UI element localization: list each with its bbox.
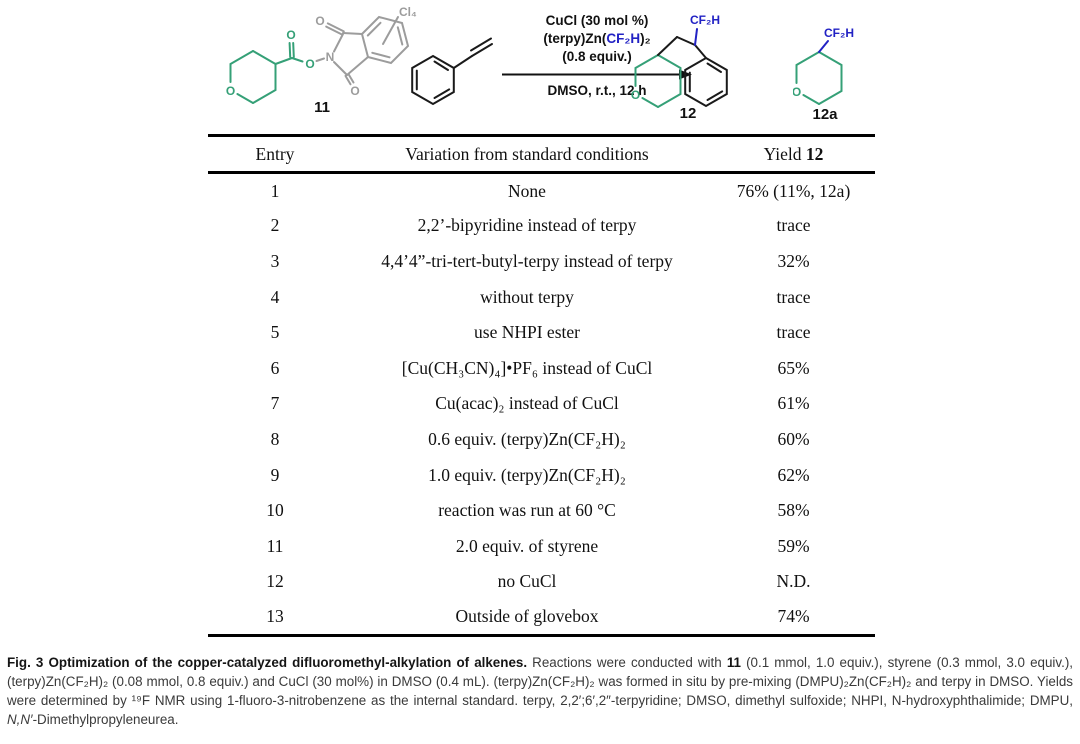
variation-cell: no CuCl: [497, 571, 557, 592]
conditions-line-solvent: DMSO, r.t., 12 h: [547, 83, 647, 98]
entry-cell: 2: [270, 215, 280, 236]
entry-cell: 6: [270, 357, 280, 378]
variation-cell: Cu(acac)₂ instead of CuCl: [435, 393, 619, 414]
compound-11-structure: O O O N O O Cl₄ 11: [226, 5, 417, 116]
entry-cell: 11: [266, 535, 284, 556]
table-row: 13 Outside of glovebox 74%: [208, 600, 875, 636]
yield-cell: 58%: [777, 500, 810, 521]
variation-cell: 0.6 equiv. (terpy)Zn(CF₂H)₂: [428, 428, 626, 449]
yield-cell: 76% (11%, 12a): [736, 180, 851, 201]
yield-cell: 61%: [777, 393, 810, 414]
entry-cell: 7: [270, 393, 280, 414]
caption-nn-italic: N,N′: [7, 712, 33, 727]
entry-cell: 3: [270, 250, 280, 271]
optimization-table: Entry Variation from standard conditions…: [208, 134, 875, 637]
cf2h-highlight: CF₂H: [606, 31, 641, 46]
yield-cell: 65%: [777, 357, 810, 378]
compound-12a-structure: O CF₂H 12a: [793, 26, 854, 123]
variation-cell: without terpy: [480, 286, 574, 307]
table-row: 7 Cu(acac)₂ instead of CuCl 61%: [208, 386, 875, 422]
ester-oxygen-label: O: [305, 57, 314, 71]
table-row: 3 4,4’4”-tri-tert-butyl-terpy instead of…: [208, 244, 875, 280]
table-row: 1 None 76% (11%, 12a): [208, 173, 875, 209]
pyran-oxygen-label: O: [793, 85, 801, 99]
imide-oxygen-top-label: O: [315, 14, 324, 28]
variation-cell: 2.0 equiv. of styrene: [455, 535, 599, 556]
figure-caption: Fig. 3 Optimization of the copper-cataly…: [7, 653, 1073, 729]
yield-cell: 59%: [777, 535, 810, 556]
conditions-line-zinc-reagent: (terpy)Zn(CF₂H)₂: [543, 31, 651, 46]
variation-cell: 4,4’4”-tri-tert-butyl-terpy instead of t…: [381, 250, 673, 271]
pyran-oxygen-label: O: [226, 84, 235, 98]
compound-12-number: 12: [680, 105, 697, 122]
variation-cell: 1.0 equiv. (terpy)Zn(CF₂H)₂: [428, 464, 626, 485]
table-row: 11 2.0 equiv. of styrene 59%: [208, 528, 875, 564]
table-row: 2 2,2’-bipyridine instead of terpy trace: [208, 208, 875, 244]
imide-nitrogen-label: N: [326, 50, 335, 64]
column-header-yield: Yield 12: [763, 143, 824, 164]
compound-12a-number: 12a: [812, 106, 838, 123]
variation-cell: 2,2’-bipyridine instead of terpy: [417, 215, 637, 236]
entry-cell: 1: [270, 180, 280, 201]
table-row: 5 use NHPI ester trace: [208, 315, 875, 351]
entry-cell: 12: [266, 571, 284, 592]
entry-cell: 4: [270, 286, 280, 307]
compound-11-number: 11: [314, 99, 330, 116]
reaction-scheme: O O O N O O Cl₄ 11 CuCl (30 mol %) (t: [0, 0, 1080, 133]
carbonyl-oxygen-label: O: [286, 28, 295, 42]
entry-cell: 13: [266, 606, 284, 627]
column-header-entry: Entry: [255, 143, 295, 164]
variation-cell: [Cu(CH₃CN)₄]•PF₆ instead of CuCl: [401, 357, 653, 378]
yield-cell: 62%: [777, 464, 810, 485]
conditions-line-equiv: (0.8 equiv.): [562, 49, 632, 64]
table-header-row: Entry Variation from standard conditions…: [208, 136, 875, 173]
styrene-structure: [411, 37, 493, 106]
caption-body-3: -Dimethylpropyleneurea.: [32, 712, 179, 727]
entry-cell: 8: [270, 428, 280, 449]
yield-cell: 60%: [777, 428, 810, 449]
entry-cell: 10: [266, 500, 284, 521]
table-row: 6 [Cu(CH₃CN)₄]•PF₆ instead of CuCl 65%: [208, 350, 875, 386]
table-row: 12 no CuCl N.D.: [208, 564, 875, 600]
column-header-variation: Variation from standard conditions: [405, 143, 649, 164]
table-row: 8 0.6 equiv. (terpy)Zn(CF₂H)₂ 60%: [208, 422, 875, 458]
compound-12-structure: O CF₂H 12: [631, 13, 728, 122]
table-row: 4 without terpy trace: [208, 279, 875, 315]
cl4-label: Cl₄: [399, 5, 417, 19]
variation-cell: reaction was run at 60 °C: [438, 500, 616, 521]
conditions-line-cucl: CuCl (30 mol %): [545, 13, 649, 28]
variation-cell: use NHPI ester: [474, 322, 580, 343]
caption-body-2: (0.1 mmol, 1.0 equiv.), styrene (0.3 mmo…: [7, 655, 1074, 708]
caption-compound-11: 11: [726, 655, 741, 670]
entry-cell: 5: [270, 322, 280, 343]
cf2h-label: CF₂H: [690, 13, 720, 27]
yield-cell: trace: [776, 286, 811, 307]
yield-cell: 32%: [777, 250, 810, 271]
yield-cell: N.D.: [776, 571, 811, 592]
yield-cell: trace: [776, 322, 811, 343]
caption-body-1: Reactions were conducted with: [527, 655, 727, 670]
yield-cell: trace: [776, 215, 811, 236]
caption-title: Fig. 3 Optimization of the copper-cataly…: [7, 655, 528, 670]
imide-oxygen-bottom-label: O: [350, 84, 359, 98]
variation-cell: None: [508, 180, 546, 201]
pyran-oxygen-label: O: [631, 88, 640, 102]
cf2h-label: CF₂H: [824, 26, 854, 40]
yield-cell: 74%: [777, 606, 810, 627]
entry-cell: 9: [270, 464, 280, 485]
yield-12-bold: 12: [805, 143, 824, 164]
table-row: 10 reaction was run at 60 °C 58%: [208, 493, 875, 529]
reaction-conditions: CuCl (30 mol %) (terpy)Zn(CF₂H)₂ (0.8 eq…: [501, 12, 693, 100]
variation-cell: Outside of glovebox: [455, 606, 599, 627]
table-row: 9 1.0 equiv. (terpy)Zn(CF₂H)₂ 62%: [208, 457, 875, 493]
